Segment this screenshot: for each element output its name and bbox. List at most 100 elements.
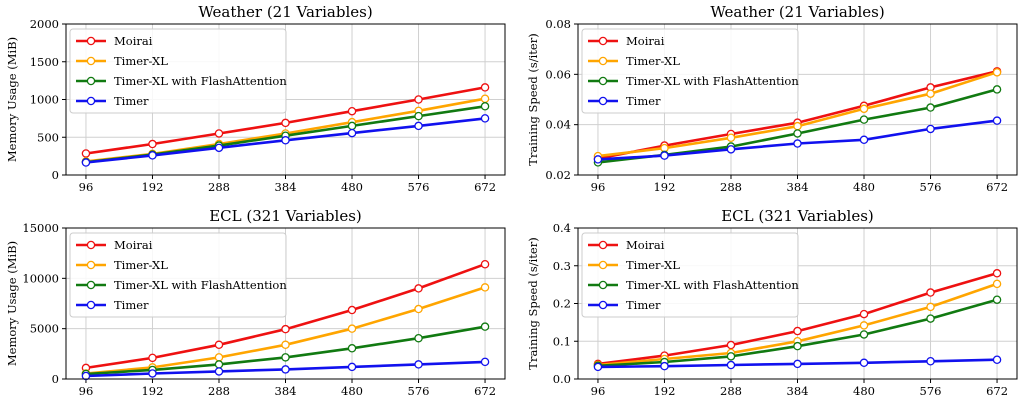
data-point	[347, 128, 357, 138]
data-point	[926, 124, 935, 134]
y-tick-label: 1000	[30, 93, 59, 107]
data-point	[480, 357, 490, 367]
legend-marker	[598, 300, 608, 310]
y-tick-label: 15000	[22, 221, 59, 235]
data-point	[347, 344, 357, 353]
chart-panel-1: 0 500 1000 1500 2000 96 192 288 384 480 576 672 Weat…	[5, 3, 506, 194]
legend-label: Timer-XL	[626, 258, 680, 272]
data-point	[859, 321, 869, 330]
y-tick-label: 1500	[30, 55, 59, 69]
data-point	[281, 136, 290, 145]
legend-marker	[598, 36, 608, 46]
data-point	[480, 102, 490, 111]
legend-marker	[86, 56, 96, 66]
y-tick-label: 0	[52, 168, 59, 182]
y-axis-label: Training Speed (s/iter)	[526, 237, 540, 369]
data-point	[214, 360, 224, 369]
data-point	[347, 106, 357, 116]
x-tick-label: 288	[208, 384, 230, 398]
chart-panel-2: 0.02 0.04 0.06 0.08 96 192 288 384 480 576 672 Weat…	[526, 3, 1018, 194]
y-tick-label: 0.3	[553, 259, 571, 273]
data-point	[992, 279, 1002, 289]
x-tick-label: 96	[79, 180, 94, 194]
data-point	[660, 143, 669, 153]
plot-frame	[577, 23, 1018, 176]
data-point	[148, 353, 157, 363]
legend-label: Timer-XL with FlashAttention	[626, 74, 799, 88]
legend-marker	[86, 96, 96, 106]
data-point	[926, 357, 935, 366]
legend-label: Timer-XL with FlashAttention	[114, 278, 287, 292]
data-point	[81, 158, 91, 167]
chart-panel-3: 0 5000 10000 15000 96 192 288 384 480 576 672 ECL (…	[5, 207, 506, 398]
x-tick-label: 192	[141, 384, 163, 398]
data-point	[859, 135, 869, 145]
x-tick-label: 672	[986, 180, 1008, 194]
data-point	[214, 353, 224, 362]
y-tick-label: 0.04	[545, 118, 571, 132]
data-point	[414, 284, 423, 293]
chart-title: Weather (21 Variables)	[198, 3, 372, 21]
x-tick-label: 672	[474, 180, 496, 194]
y-tick-label: 10000	[22, 271, 59, 285]
data-point	[414, 121, 423, 131]
data-point	[414, 95, 423, 104]
y-axis-label: Training Speed (s/iter)	[526, 33, 540, 165]
x-tick-label: 576	[408, 384, 430, 398]
legend-label: Moirai	[114, 238, 153, 252]
plot-frame	[65, 227, 506, 380]
x-tick-label: 480	[853, 180, 875, 194]
legend-marker	[598, 240, 608, 250]
legend-marker	[86, 76, 96, 86]
plot-frame	[65, 23, 506, 176]
data-point	[859, 309, 869, 319]
y-tick-label: 0.06	[545, 67, 571, 81]
x-tick-label: 672	[474, 384, 496, 398]
y-axis-label: Memory Usage (MiB)	[5, 37, 19, 162]
x-tick-label: 480	[341, 180, 363, 194]
data-point	[926, 89, 935, 98]
y-tick-label: 0.0	[553, 372, 571, 386]
x-tick-label: 192	[653, 384, 675, 398]
data-point	[281, 353, 290, 362]
chart-title: Weather (21 Variables)	[710, 3, 884, 21]
data-point	[992, 68, 1002, 77]
y-tick-label: 0.1	[553, 334, 571, 348]
y-tick-label: 0	[52, 372, 59, 386]
data-point	[281, 365, 290, 374]
data-point	[414, 111, 423, 121]
data-point	[480, 94, 490, 103]
legend-marker	[598, 260, 608, 270]
x-tick-label: 576	[920, 384, 942, 398]
legend-marker	[86, 36, 96, 46]
legend-label: Timer	[114, 94, 149, 108]
data-point	[214, 129, 224, 138]
data-point	[81, 149, 91, 158]
data-point	[593, 155, 603, 164]
data-point	[148, 369, 157, 378]
y-tick-label: 2000	[30, 17, 59, 31]
data-point	[793, 341, 802, 351]
data-point	[414, 304, 423, 314]
y-tick-label: 5000	[30, 322, 59, 336]
legend	[581, 232, 799, 318]
chart-title: ECL (321 Variables)	[209, 207, 362, 225]
data-point	[414, 333, 423, 343]
data-point	[593, 362, 603, 372]
legend-label: Timer	[114, 298, 149, 312]
x-tick-label: 288	[208, 180, 230, 194]
x-tick-label: 96	[79, 384, 94, 398]
legend-marker	[598, 76, 608, 86]
data-point	[793, 129, 802, 138]
data-point	[660, 361, 669, 371]
x-tick-label: 576	[408, 180, 430, 194]
chart-panel-4: 0.0 0.1 0.2 0.3 0.4 96 192 288 384 480 576 672 ECL (…	[526, 207, 1018, 398]
legend	[581, 28, 799, 114]
x-tick-label: 480	[341, 384, 363, 398]
data-point	[281, 118, 290, 128]
data-point	[347, 362, 357, 372]
legend-label: Moirai	[626, 34, 665, 48]
data-point	[859, 358, 869, 368]
legend-marker	[598, 96, 608, 106]
